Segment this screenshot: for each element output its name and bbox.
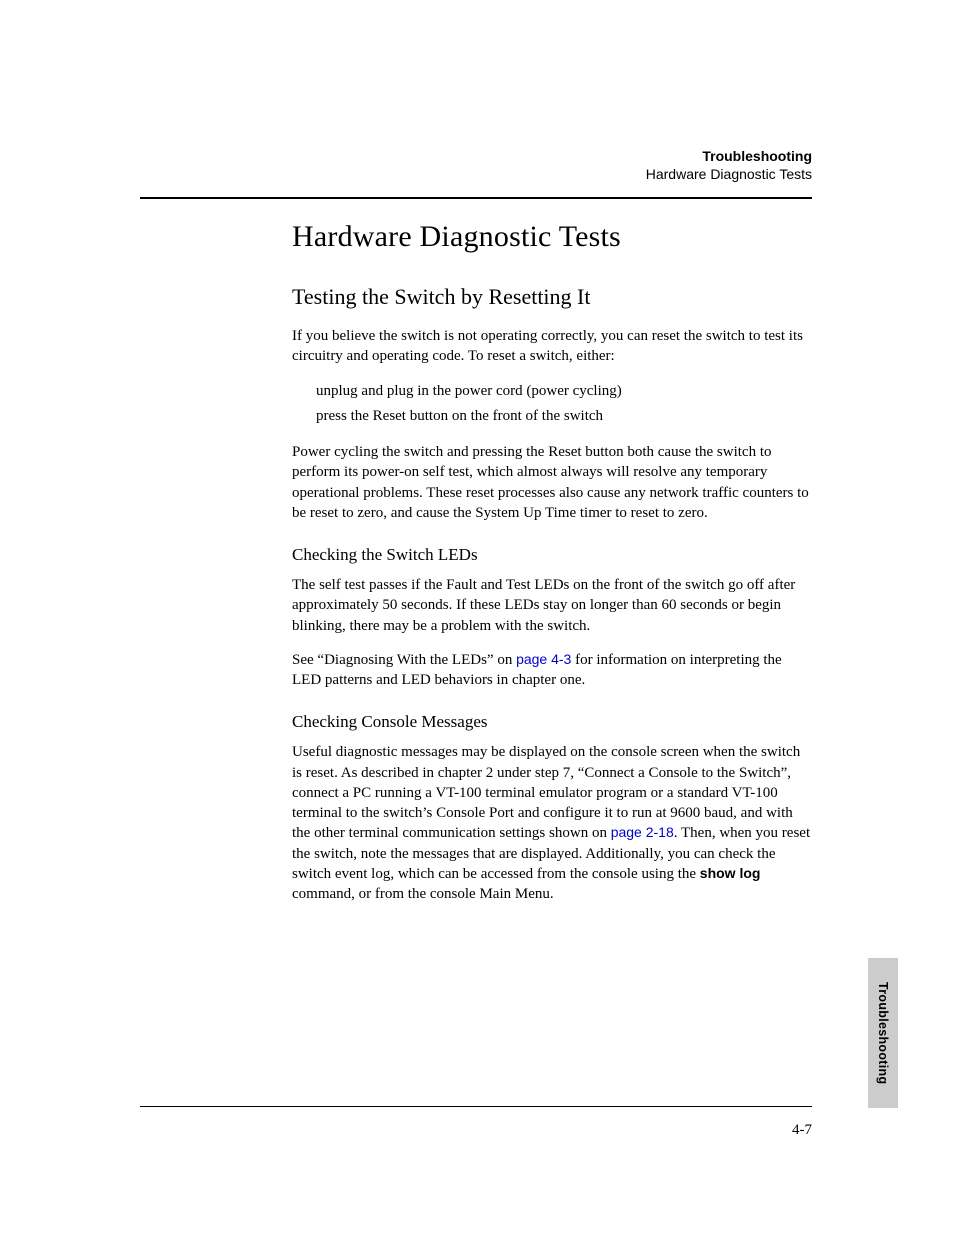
bottom-rule (140, 1106, 812, 1107)
side-thumb-tab: Troubleshooting (868, 958, 898, 1108)
paragraph: The self test passes if the Fault and Te… (292, 575, 812, 636)
text-run: command, or from the console Main Menu. (292, 886, 554, 902)
header-section: Hardware Diagnostic Tests (646, 166, 812, 184)
action-list: unplug and plug in the power cord (power… (316, 381, 812, 429)
header-chapter: Troubleshooting (646, 148, 812, 166)
heading-3: Checking Console Messages (292, 712, 812, 732)
page-xref-link[interactable]: page 2-18 (611, 824, 674, 840)
list-item: unplug and plug in the power cord (power… (316, 381, 812, 403)
command-text: show log (700, 865, 761, 881)
heading-3: Checking the Switch LEDs (292, 545, 812, 565)
running-header: Troubleshooting Hardware Diagnostic Test… (646, 148, 812, 183)
page: Troubleshooting Hardware Diagnostic Test… (0, 0, 954, 1235)
paragraph: Useful diagnostic messages may be displa… (292, 742, 812, 904)
page-number: 4-7 (792, 1122, 812, 1139)
list-item: press the Reset button on the front of t… (316, 406, 812, 428)
page-xref-link[interactable]: page 4-3 (516, 651, 571, 667)
body-content: Hardware Diagnostic Tests Testing the Sw… (292, 220, 812, 918)
top-rule (140, 197, 812, 199)
heading-2: Testing the Switch by Resetting It (292, 284, 812, 310)
heading-1: Hardware Diagnostic Tests (292, 220, 812, 254)
paragraph: Power cycling the switch and pressing th… (292, 442, 812, 523)
text-run: See “Diagnosing With the LEDs” on (292, 652, 516, 668)
paragraph: See “Diagnosing With the LEDs” on page 4… (292, 650, 812, 691)
side-tab-label: Troubleshooting (876, 982, 890, 1084)
paragraph: If you believe the switch is not operati… (292, 326, 812, 367)
